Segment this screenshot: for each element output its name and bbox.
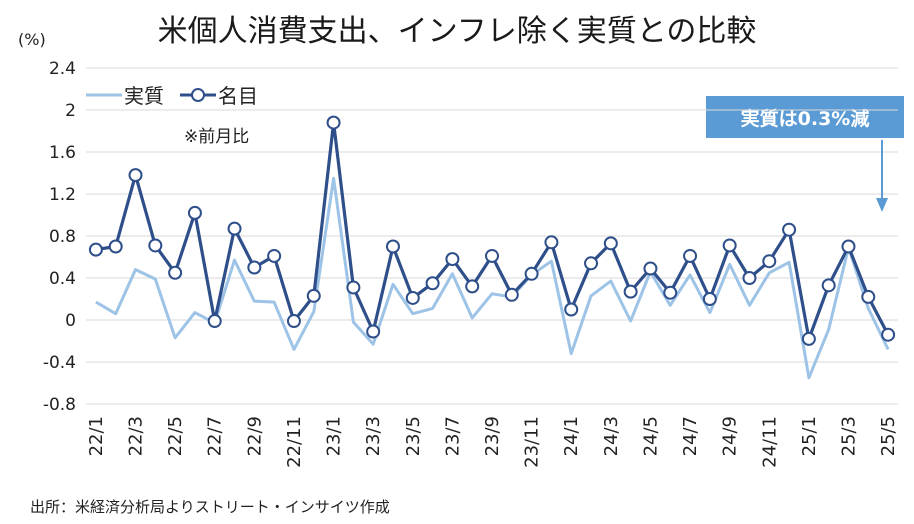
x-tick-label: 24/7 xyxy=(680,416,701,456)
x-tick-label: 23/7 xyxy=(442,416,463,456)
legend: 実質 名目 xyxy=(84,80,272,109)
y-tick-label: 0.4 xyxy=(49,269,76,289)
data-point-nominal xyxy=(187,205,202,220)
data-point-nominal xyxy=(841,239,856,254)
data-point-nominal xyxy=(603,236,618,251)
x-tick-label: 23/5 xyxy=(403,416,424,456)
legend-item-nominal: 名目 xyxy=(178,80,258,109)
data-point-nominal xyxy=(207,314,222,329)
data-point-nominal xyxy=(584,256,599,271)
x-tick-label: 24/11 xyxy=(759,416,780,468)
data-point-nominal xyxy=(564,302,579,317)
data-point-nominal xyxy=(683,248,698,263)
data-point-nominal xyxy=(702,292,717,306)
x-tick-label: 22/5 xyxy=(165,416,186,456)
data-point-nominal xyxy=(385,239,400,254)
data-point-nominal xyxy=(227,221,242,236)
data-point-nominal xyxy=(881,327,896,342)
y-tick-label: 2.4 xyxy=(49,59,76,79)
x-tick-label: 23/9 xyxy=(482,416,503,456)
legend-item-real: 実質 xyxy=(84,80,164,109)
series-line-nominal xyxy=(95,120,890,341)
data-point-nominal xyxy=(267,248,282,263)
y-tick-label: 1.6 xyxy=(49,143,76,163)
data-point-nominal xyxy=(247,260,262,275)
data-point-nominal xyxy=(643,261,658,276)
data-point-nominal xyxy=(663,285,678,300)
data-point-nominal xyxy=(762,254,777,269)
data-point-nominal xyxy=(425,276,440,291)
x-tick-label: 23/3 xyxy=(363,416,384,456)
data-point-nominal xyxy=(366,324,381,339)
y-tick-label: -0.8 xyxy=(43,395,76,415)
x-tick-label: 24/3 xyxy=(601,416,622,456)
legend-label-nominal: 名目 xyxy=(218,84,258,108)
data-point-nominal xyxy=(485,248,499,263)
data-point-nominal xyxy=(88,242,103,257)
data-point-nominal xyxy=(801,331,816,346)
data-point-nominal xyxy=(782,222,797,237)
legend-marker-nominal-icon xyxy=(180,87,216,102)
note-mom: ※前月比 xyxy=(184,127,250,147)
x-tick-label: 24/1 xyxy=(561,416,582,456)
data-point-nominal xyxy=(286,314,301,329)
data-point-nominal xyxy=(128,168,143,183)
x-tick-label: 25/3 xyxy=(838,416,859,456)
data-point-nominal xyxy=(326,115,341,130)
x-tick-label: 22/11 xyxy=(284,416,305,468)
callout-arrow-head xyxy=(876,198,888,212)
series-line-real xyxy=(95,176,890,380)
data-point-nominal xyxy=(722,238,737,253)
data-point-nominal xyxy=(148,238,163,253)
x-tick-label: 22/1 xyxy=(86,416,107,456)
x-tick-label: 24/5 xyxy=(640,416,661,456)
data-point-nominal xyxy=(544,235,559,250)
data-point-nominal xyxy=(405,290,420,305)
y-tick-label: 0.8 xyxy=(49,227,76,247)
chart-title: 米個人消費支出、インフレ除く実質との比較 xyxy=(157,14,757,49)
y-tick-label: 2 xyxy=(65,101,76,121)
x-tick-label: 23/1 xyxy=(324,416,345,456)
x-tick-label: 22/9 xyxy=(244,416,265,456)
data-point-nominal xyxy=(346,280,361,295)
x-tick-label: 22/3 xyxy=(126,416,147,456)
callout-box: 実質は0.3%減 xyxy=(706,96,904,138)
data-point-nominal xyxy=(742,271,757,285)
data-point-nominal xyxy=(306,288,321,303)
data-point-nominal xyxy=(861,289,876,304)
x-tick-label: 25/5 xyxy=(878,416,899,456)
x-tick-label: 23/11 xyxy=(522,416,543,468)
data-point-nominal xyxy=(504,287,519,302)
y-tick-label: 1.2 xyxy=(49,185,76,205)
legend-label-real: 実質 xyxy=(124,84,164,108)
source-note: 出所：米経済分析局よりストリート・インサイツ作成 xyxy=(30,498,390,516)
y-axis-unit: (%) xyxy=(18,30,46,49)
data-point-nominal xyxy=(168,265,183,280)
data-point-nominal xyxy=(465,279,480,294)
legend-line-real-icon xyxy=(86,93,122,96)
x-tick-label: 22/7 xyxy=(205,416,226,456)
data-point-nominal xyxy=(821,278,836,293)
data-point-nominal xyxy=(623,284,638,299)
data-point-nominal xyxy=(524,266,539,281)
y-tick-label: 0 xyxy=(65,311,76,331)
x-tick-label: 25/1 xyxy=(799,416,820,456)
data-point-nominal xyxy=(445,252,460,267)
data-point-nominal xyxy=(108,239,123,254)
x-tick-label: 24/9 xyxy=(720,416,741,456)
y-tick-label: -0.4 xyxy=(43,353,76,373)
